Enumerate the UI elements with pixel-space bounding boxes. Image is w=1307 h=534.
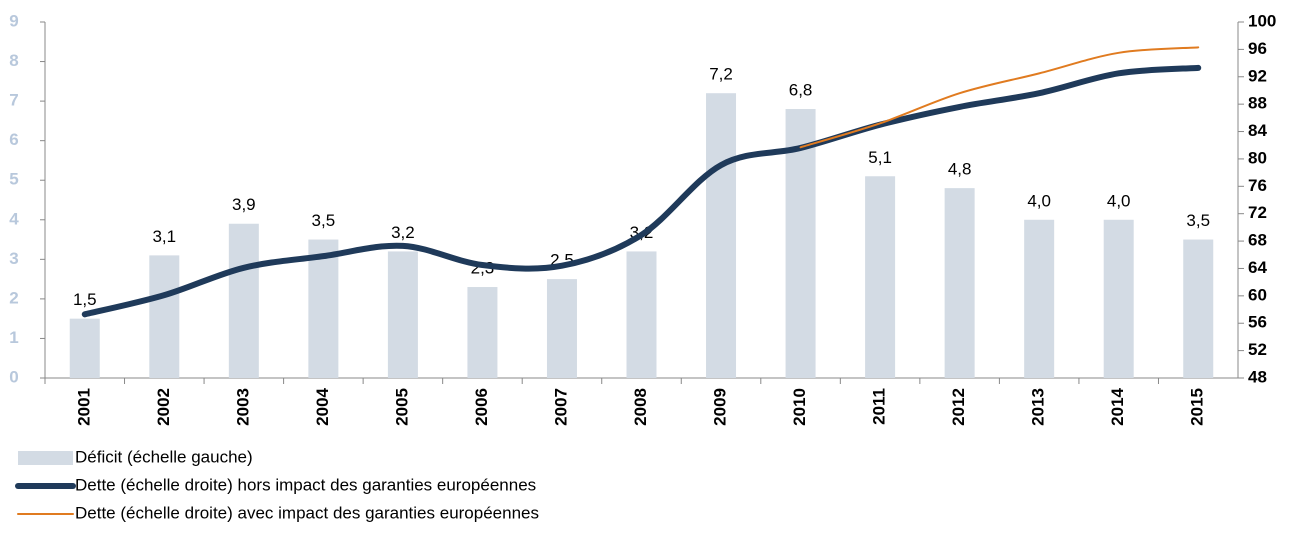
bar	[69, 318, 100, 378]
value-label: 3,9	[232, 195, 256, 214]
bar	[467, 287, 498, 378]
bar	[706, 93, 737, 378]
value-label: 7,2	[709, 65, 733, 84]
x-tick-label: 2009	[711, 388, 730, 426]
x-tick-label: 2004	[313, 387, 332, 425]
y-tick-label: 6	[9, 130, 18, 149]
y-tick-label: 2	[9, 288, 18, 307]
bar	[626, 251, 657, 378]
y-tick-label: 1	[9, 328, 18, 347]
y2-tick-label: 88	[1248, 94, 1267, 113]
x-tick-label: 2006	[472, 388, 491, 426]
bar	[149, 255, 180, 378]
bar	[546, 279, 577, 378]
y-tick-label: 5	[9, 170, 18, 189]
value-label: 3,2	[391, 223, 415, 242]
value-label: 4,8	[948, 160, 972, 179]
x-tick-label: 2003	[233, 388, 252, 426]
value-label: 6,8	[789, 81, 813, 100]
bar	[1024, 219, 1055, 378]
value-label: 4,0	[1027, 191, 1051, 210]
y-tick-label: 0	[9, 367, 18, 386]
line	[799, 46, 1200, 149]
x-tick-label: 2014	[1108, 387, 1127, 425]
legend-swatch	[18, 451, 73, 465]
y2-tick-label: 48	[1248, 367, 1267, 386]
x-tick-label: 2007	[551, 388, 570, 426]
y2-tick-label: 76	[1248, 176, 1267, 195]
value-label: 4,0	[1107, 191, 1131, 210]
legend-label: Déficit (échelle gauche)	[75, 447, 253, 466]
value-label: 3,5	[1186, 211, 1210, 230]
bar	[1103, 219, 1134, 378]
bar	[944, 188, 975, 378]
y2-tick-label: 100	[1248, 11, 1276, 30]
bar	[785, 109, 816, 379]
value-label: 3,1	[152, 227, 176, 246]
x-tick-label: 2012	[949, 388, 968, 426]
y2-tick-label: 56	[1248, 313, 1267, 332]
y-tick-label: 9	[9, 11, 18, 30]
y2-tick-label: 96	[1248, 39, 1267, 58]
y-tick-label: 4	[9, 209, 19, 228]
legend-label: Dette (échelle droite) hors impact des g…	[75, 475, 536, 494]
value-label: 1,5	[73, 290, 97, 309]
bar	[308, 239, 339, 378]
bar	[1183, 239, 1214, 378]
y2-tick-label: 84	[1248, 121, 1267, 140]
bar	[228, 223, 259, 378]
x-tick-label: 2010	[790, 388, 809, 426]
y2-tick-label: 68	[1248, 231, 1267, 250]
x-tick-label: 2008	[631, 388, 650, 426]
value-label: 3,5	[312, 211, 336, 230]
y2-tick-label: 64	[1248, 258, 1267, 277]
value-label: 5,1	[868, 148, 892, 167]
y-tick-label: 3	[9, 249, 18, 268]
y2-tick-label: 92	[1248, 66, 1267, 85]
y2-tick-label: 80	[1248, 148, 1267, 167]
y2-tick-label: 52	[1248, 340, 1267, 359]
x-tick-label: 2005	[392, 388, 411, 426]
x-tick-label: 2002	[154, 388, 173, 426]
x-tick-label: 2001	[74, 388, 93, 426]
y-tick-label: 7	[9, 91, 18, 110]
line	[81, 64, 1202, 318]
x-tick-label: 2011	[870, 388, 889, 425]
x-tick-label: 2015	[1188, 388, 1207, 426]
y-tick-label: 8	[9, 51, 18, 70]
legend-label: Dette (échelle droite) avec impact des g…	[75, 503, 539, 522]
bar	[865, 176, 896, 378]
bar	[387, 251, 418, 378]
y2-tick-label: 60	[1248, 285, 1267, 304]
x-tick-label: 2013	[1029, 388, 1048, 426]
y2-tick-label: 72	[1248, 203, 1267, 222]
